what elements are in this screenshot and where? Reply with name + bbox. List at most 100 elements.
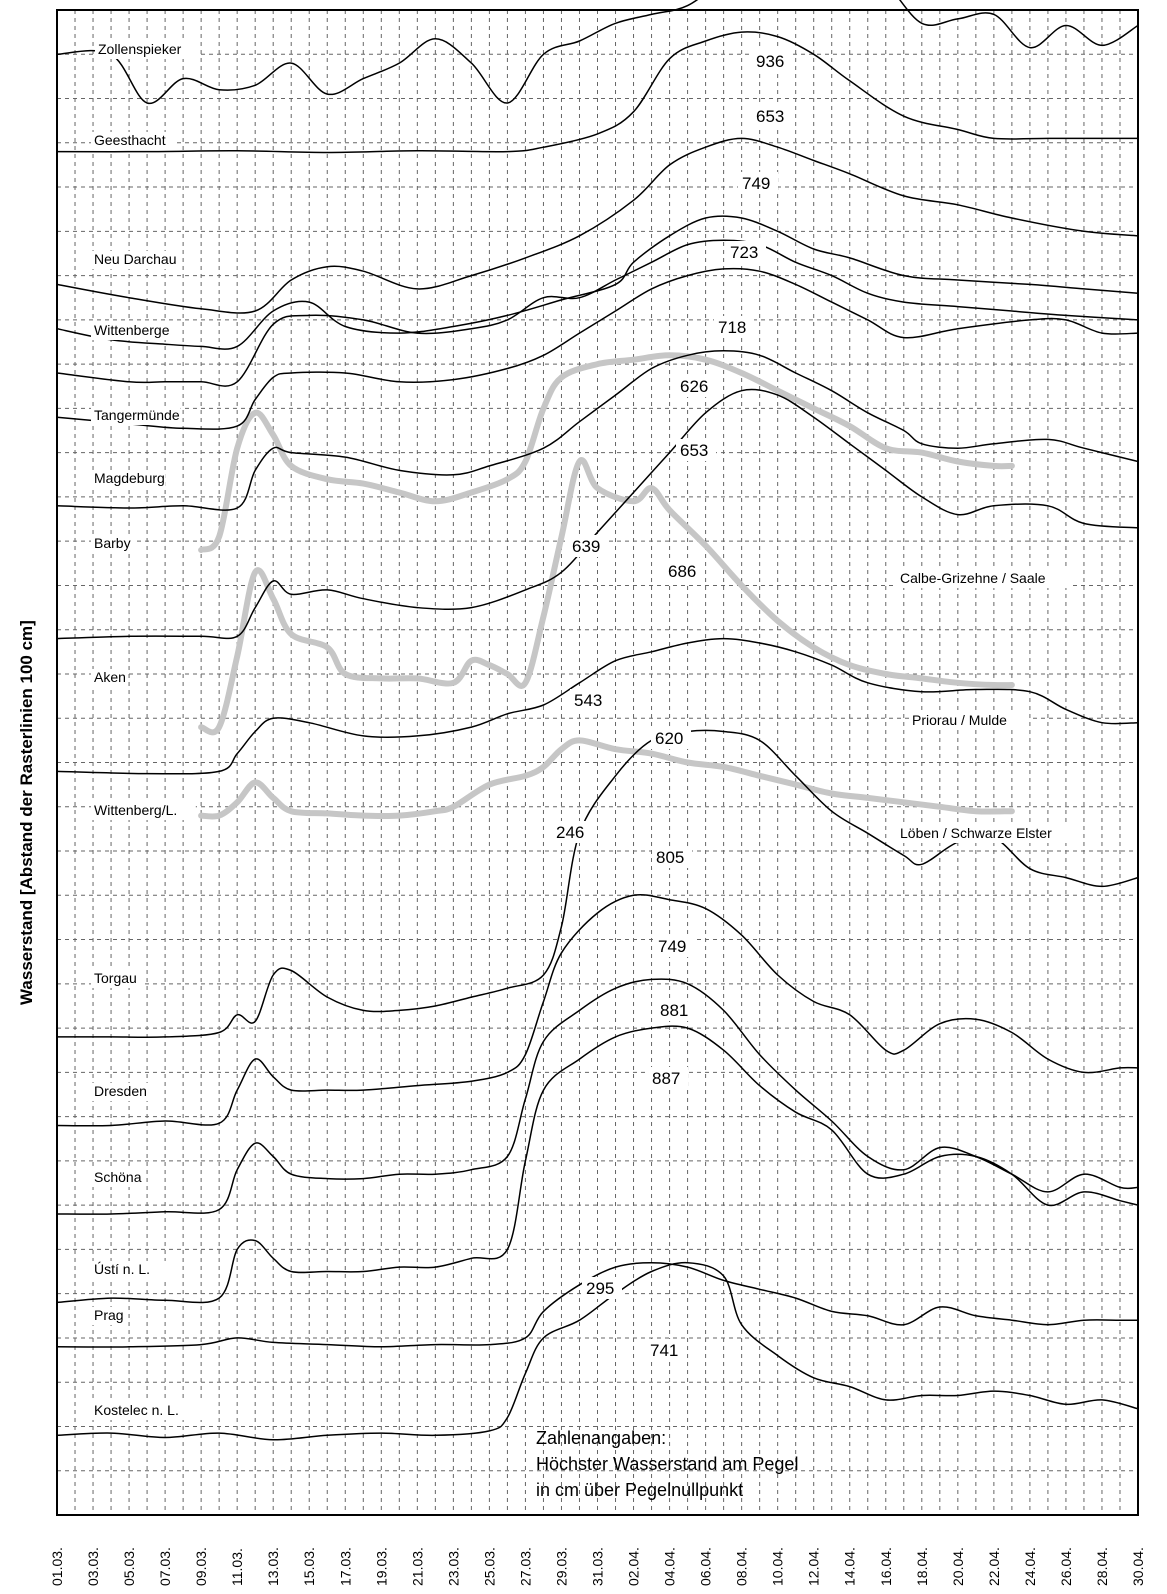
series-line-wittenberge	[56, 215, 1139, 350]
peak-value-kostelec-n-l: 741	[650, 1341, 678, 1360]
peak-value-zollenspieker: 936	[756, 52, 784, 71]
peak-value-magdeburg: 626	[680, 377, 708, 396]
peak-backdrop	[568, 535, 608, 557]
label-backdrop	[91, 1402, 204, 1420]
station-label-kostelec-n-l: Kostelec n. L.	[94, 1402, 179, 1418]
label-backdrop	[91, 470, 166, 488]
peak-value-neu-darchau: 749	[742, 174, 770, 193]
label-backdrop	[91, 802, 196, 820]
peak-value-geesthacht: 653	[756, 107, 784, 126]
x-tick-label: 16.04.	[878, 1547, 894, 1586]
peak-backdrop	[570, 689, 610, 711]
peak-backdrop	[552, 821, 592, 843]
x-tick-label: 04.04.	[662, 1547, 678, 1586]
label-backdrop	[91, 407, 181, 425]
peak-value-prag: 295	[586, 1279, 614, 1298]
peak-value-aken: 686	[668, 562, 696, 581]
x-tick-label: 06.04.	[698, 1547, 714, 1586]
plot-frame	[56, 9, 1139, 1516]
x-tick-label: 18.04.	[914, 1547, 930, 1586]
peak-value-wittenberge: 723	[730, 243, 758, 262]
x-tick-label: 21.03.	[409, 1547, 425, 1586]
x-tick-label: 07.03.	[157, 1547, 173, 1586]
series-line-loben-schwarze-elster	[198, 737, 1015, 820]
peak-value-barby: 653	[680, 441, 708, 460]
peak-value-schona: 881	[660, 1001, 688, 1020]
peak-value-usti-n-l: 887	[652, 1069, 680, 1088]
x-tick-label: 11.03.	[229, 1548, 245, 1586]
peak-backdrop	[648, 1067, 688, 1089]
series-line-usti-n-l	[56, 1025, 1139, 1304]
peak-backdrop	[582, 1277, 622, 1299]
peak-backdrop	[676, 439, 716, 461]
note-line-1: Zahlenangaben:	[536, 1428, 666, 1448]
label-backdrop	[897, 570, 1071, 588]
x-tick-label: 05.03.	[121, 1547, 137, 1586]
station-lines	[56, 0, 1139, 1441]
x-tick-label: 29.03.	[554, 1547, 570, 1586]
peak-backdrop	[752, 50, 792, 72]
peak-backdrop	[651, 727, 691, 749]
series-line-kostelec-n-l	[56, 1261, 1139, 1441]
label-backdrop	[91, 970, 143, 988]
x-tick-labels: 01.03. 03.03. 05.03. 07.03. 09.03. 11.03. 13.0…	[49, 1547, 1146, 1586]
series-line-barby	[56, 350, 1139, 511]
label-backdrop	[91, 669, 128, 687]
peak-backdrop	[726, 241, 766, 263]
x-tick-label: 26.04.	[1058, 1547, 1074, 1586]
y-axis-label: Wasserstand [Abstand der Rasterlinien 10…	[17, 620, 36, 1005]
peak-backdrop	[714, 316, 754, 338]
note-line-3: in cm über Pegelnullpunkt	[536, 1480, 743, 1500]
label-backdrop	[91, 1169, 143, 1187]
peak-value-priorau-mulde: 543	[574, 691, 602, 710]
x-tick-label: 19.03.	[373, 1547, 389, 1586]
series-line-neu-darchau	[56, 137, 1139, 314]
x-tick-label: 27.03.	[517, 1547, 533, 1586]
note-line-2: Höchster Wasserstand am Pegel	[536, 1454, 798, 1474]
label-backdrop	[91, 1307, 128, 1325]
peak-backdrop	[646, 1339, 686, 1361]
peak-value-wittenberg-l: 620	[655, 729, 683, 748]
station-label-neu-darchau: Neu Darchau	[94, 251, 177, 267]
x-tick-label: 22.04.	[986, 1547, 1002, 1586]
station-label-magdeburg: Magdeburg	[94, 470, 165, 486]
station-labels: Zollenspieker Geesthacht Neu Darchau Witten…	[91, 41, 1078, 1420]
x-tick-label: 24.04.	[1022, 1547, 1038, 1586]
peak-backdrop	[664, 560, 704, 582]
x-tick-label: 13.03.	[265, 1547, 281, 1586]
peak-value-tangermunde: 718	[718, 318, 746, 337]
peak-value-dresden: 749	[658, 937, 686, 956]
x-tick-label: 28.04.	[1094, 1547, 1110, 1586]
station-label-torgau: Torgau	[94, 970, 137, 986]
x-tick-label: 20.04.	[950, 1547, 966, 1586]
series-line-geesthacht	[56, 31, 1138, 154]
label-backdrop	[91, 1261, 173, 1279]
series-line-zollenspieker	[56, 0, 1139, 104]
station-label-priorau-mulde: Priorau / Mulde	[912, 712, 1007, 728]
station-label-geesthacht: Geesthacht	[94, 132, 166, 148]
series-line-schona	[56, 978, 1139, 1215]
x-tick-label: 02.04.	[626, 1547, 642, 1586]
label-backdrop	[91, 322, 181, 340]
station-label-usti-n-l: Ústí n. L.	[94, 1261, 150, 1277]
label-backdrop	[91, 1083, 151, 1101]
series-line-tangermunde	[56, 239, 1139, 387]
x-tick-label: 25.03.	[481, 1547, 497, 1586]
station-label-barby: Barby	[94, 535, 131, 551]
x-tick-label: 03.03.	[85, 1547, 101, 1586]
x-tick-label: 09.03.	[193, 1547, 209, 1586]
peak-backdrop	[676, 375, 716, 397]
x-tick-label: 23.03.	[445, 1547, 461, 1586]
station-label-wittenberg-l: Wittenberg/L.	[94, 802, 177, 818]
label-backdrop	[91, 251, 181, 269]
x-tick-label: 12.04.	[806, 1547, 822, 1586]
x-tick-label: 10.04.	[770, 1547, 786, 1586]
peak-value-calbe-grizehne-saale: 639	[572, 537, 600, 556]
x-tick-label: 31.03.	[590, 1547, 606, 1586]
tributary-lines	[198, 352, 1015, 820]
peak-value-loben-schwarze-elster: 246	[556, 823, 584, 842]
peak-labels: 936 653 749 723 718 626 653 686 620 805 749 881 887 2…	[552, 50, 792, 1361]
peak-backdrop	[752, 105, 792, 127]
label-backdrop	[909, 712, 1029, 730]
